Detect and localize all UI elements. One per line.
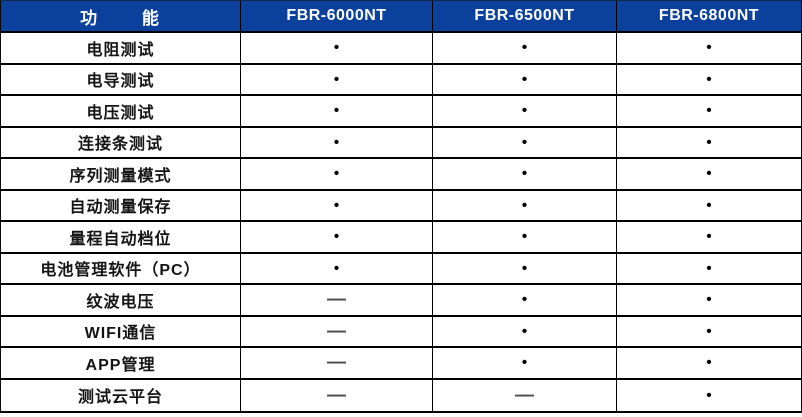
availability-cell: — (433, 379, 617, 411)
feature-label-auto-measure-save: 自动测量保存 (1, 190, 241, 222)
availability-cell: • (617, 159, 801, 191)
availability-cell: • (241, 64, 433, 96)
feature-label-resistance-test: 电阻测试 (1, 33, 241, 65)
feature-label-wifi-communication: WIFI通信 (1, 316, 241, 348)
availability-cell: • (433, 127, 617, 159)
product-header-fbr-6000nt: FBR-6000NT (241, 1, 433, 33)
availability-cell: — (241, 379, 433, 411)
feature-label-battery-management-software-pc: 电池管理软件（PC） (1, 253, 241, 285)
availability-cell: • (433, 64, 617, 96)
availability-cell: • (433, 222, 617, 254)
availability-cell: • (433, 33, 617, 65)
availability-cell: • (617, 65, 801, 96)
availability-cell: • (433, 159, 617, 191)
availability-cell: • (617, 285, 801, 317)
availability-cell: • (617, 128, 801, 159)
availability-cell: • (617, 191, 801, 222)
availability-cell: • (433, 348, 617, 380)
availability-cell: — (241, 285, 433, 317)
availability-cell: — (241, 348, 433, 380)
availability-cell: • (617, 33, 801, 65)
availability-cell: • (617, 317, 801, 348)
product-header-fbr-6500nt: FBR-6500NT (433, 1, 617, 33)
availability-cell: • (706, 386, 712, 404)
feature-label-sequence-measure-mode: 序列测量模式 (1, 159, 241, 191)
feature-label-ripple-voltage: 纹波电压 (1, 285, 241, 317)
availability-cell: • (241, 222, 433, 254)
feature-column-header: 功 能 (1, 1, 241, 33)
availability-cell: • (241, 159, 433, 191)
availability-cell: • (241, 33, 433, 65)
availability-cell: • (617, 254, 801, 285)
availability-cell: • (617, 348, 801, 380)
feature-label-test-cloud-platform: 测试云平台 (1, 379, 241, 411)
availability-cell: • (433, 285, 617, 317)
availability-cell: • (433, 190, 617, 222)
feature-label-voltage-test: 电压测试 (1, 96, 241, 128)
availability-cell: • (617, 222, 801, 254)
feature-label-conductance-test: 电导测试 (1, 64, 241, 96)
feature-label-app-management: APP管理 (1, 348, 241, 380)
availability-cell: — (241, 316, 433, 348)
availability-cell: • (241, 96, 433, 128)
product-header-fbr-6800nt: FBR-6800NT (617, 1, 801, 33)
availability-cell: • (241, 127, 433, 159)
availability-cell: • (241, 253, 433, 285)
availability-cell: • (433, 316, 617, 348)
feature-label-connection-bar-test: 连接条测试 (1, 127, 241, 159)
availability-cell: • (617, 96, 801, 128)
availability-cell: • (433, 253, 617, 285)
availability-cell: • (433, 96, 617, 128)
availability-cell: • (241, 190, 433, 222)
feature-label-auto-range: 量程自动档位 (1, 222, 241, 254)
